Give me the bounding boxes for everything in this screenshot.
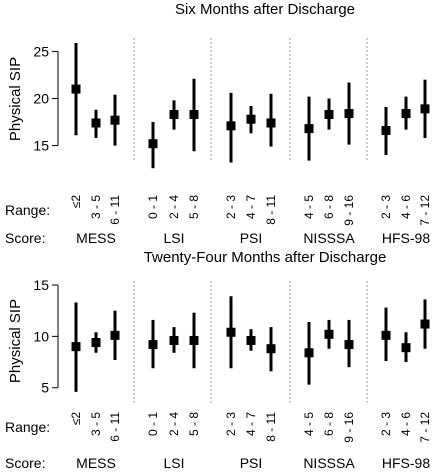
chart-0-range-label-2-1: 4 - 7	[244, 195, 258, 219]
chart-0-point-3-2	[344, 109, 354, 119]
chart-1-point-4-0	[381, 330, 391, 340]
chart-1-point-4-1	[401, 343, 411, 353]
chart-0-range-label-3-2: 9 - 16	[342, 195, 356, 226]
chart-0-point-0-1	[91, 118, 101, 128]
chart-1-y-axis-label: Physical SIP	[7, 299, 24, 383]
chart-0-point-0-0	[71, 84, 81, 94]
chart-1-score-label-1: LSI	[163, 455, 184, 471]
chart-1-point-2-1	[246, 335, 256, 345]
chart-0-point-4-2	[420, 104, 430, 114]
chart-0-y-tick-label-0: 15	[33, 138, 49, 154]
chart-0-point-3-0	[304, 124, 314, 134]
chart-1-score-label-0: MESS	[76, 455, 116, 471]
chart-1-range-label-0-2: 6 - 11	[108, 412, 122, 442]
chart-0-point-4-1	[401, 109, 411, 119]
chart-1-range-label-1-1: 2 - 4	[167, 412, 181, 436]
chart-0-range-label-3-1: 6 - 8	[322, 195, 336, 219]
chart-1-range-label-3-2: 9 - 16	[342, 412, 356, 443]
chart-0-range-label-0-2: 6 - 11	[108, 195, 122, 225]
chart-1-point-0-2	[110, 330, 120, 340]
chart-0-point-0-2	[110, 115, 120, 125]
chart-0-score-label-2: PSI	[240, 230, 263, 246]
chart-1-title: Twenty-Four Months after Discharge	[144, 249, 387, 266]
chart-0-range-label-4-2: 7 - 12	[418, 195, 432, 226]
chart-0-range-label-1-0: 0 - 1	[146, 195, 160, 219]
chart-0-range-row-label: Range:	[5, 202, 50, 218]
chart-0-point-2-2	[266, 118, 276, 128]
chart-1-y-tick-label-0: 5	[41, 380, 49, 396]
chart-1-point-4-2	[420, 319, 430, 329]
chart-0-range-label-1-2: 5 - 8	[187, 195, 201, 219]
chart-1-score-label-3: NISSSA	[303, 455, 355, 471]
chart-1-point-1-1	[169, 335, 179, 345]
chart-1-range-label-2-0: 2 - 3	[224, 412, 238, 436]
chart-1-point-2-0	[226, 327, 236, 337]
chart-1-range-label-0-0: ≤2	[69, 412, 83, 426]
chart-0-range-label-3-0: 4 - 5	[302, 195, 316, 219]
chart-0-point-1-0	[148, 139, 158, 149]
chart-0-range-label-1-1: 2 - 4	[167, 195, 181, 219]
chart-0-title: Six Months after Discharge	[175, 1, 355, 18]
chart-0-score-row-label: Score:	[5, 230, 45, 246]
chart-1-point-2-2	[266, 344, 276, 354]
chart-0-point-1-2	[189, 110, 199, 120]
chart-1-point-0-1	[91, 338, 101, 348]
chart-1-point-1-2	[189, 335, 199, 345]
chart-1-range-label-0-1: 3 - 5	[89, 412, 103, 436]
chart-1-y-tick-label-1: 10	[33, 328, 49, 344]
chart-1-point-1-0	[148, 340, 158, 350]
chart-0-range-label-0-0: ≤2	[69, 195, 83, 209]
chart-0-y-tick-label-1: 20	[33, 91, 49, 107]
chart-1-range-label-3-0: 4 - 5	[302, 412, 316, 436]
chart-0-y-axis-label: Physical SIP	[7, 57, 24, 141]
chart-1-point-3-1	[324, 329, 334, 339]
chart-1-range-row-label: Range:	[5, 419, 50, 435]
chart-0-range-label-4-0: 2 - 3	[379, 195, 393, 219]
chart-1-point-0-0	[71, 342, 81, 352]
chart-1-score-label-4: HFS-98	[382, 455, 430, 471]
chart-1-range-label-4-2: 7 - 12	[418, 412, 432, 443]
chart-0-point-4-0	[381, 126, 391, 136]
chart-1-score-label-2: PSI	[240, 455, 263, 471]
chart-0-point-2-0	[226, 121, 236, 131]
chart-0-score-label-3: NISSSA	[303, 230, 355, 246]
chart-0-point-3-1	[324, 110, 334, 120]
chart-1-range-label-4-1: 4 - 6	[399, 412, 413, 436]
chart-1-range-label-2-1: 4 - 7	[244, 412, 258, 436]
chart-1-score-row-label: Score:	[5, 455, 45, 471]
chart-0-point-2-1	[246, 114, 256, 124]
chart-0-range-label-4-1: 4 - 6	[399, 195, 413, 219]
chart-0-point-1-1	[169, 110, 179, 120]
chart-0-y-tick-label-2: 25	[33, 43, 49, 59]
chart-0-score-label-4: HFS-98	[382, 230, 430, 246]
chart-0-score-label-0: MESS	[76, 230, 116, 246]
chart-1-range-label-1-2: 5 - 8	[187, 412, 201, 436]
chart-1-range-label-1-0: 0 - 1	[146, 412, 160, 436]
chart-0-score-label-1: LSI	[163, 230, 184, 246]
chart-1-range-label-3-1: 6 - 8	[322, 412, 336, 436]
chart-1-point-3-0	[304, 348, 314, 358]
chart-0-range-label-2-0: 2 - 3	[224, 195, 238, 219]
chart-1-range-label-4-0: 2 - 3	[379, 412, 393, 436]
chart-1-range-label-2-2: 8 - 11	[264, 412, 278, 442]
chart-1-y-tick-label-2: 15	[33, 277, 49, 293]
chart-0-range-label-0-1: 3 - 5	[89, 195, 103, 219]
chart-1-point-3-2	[344, 340, 354, 350]
chart-0-range-label-2-2: 8 - 11	[264, 195, 278, 225]
